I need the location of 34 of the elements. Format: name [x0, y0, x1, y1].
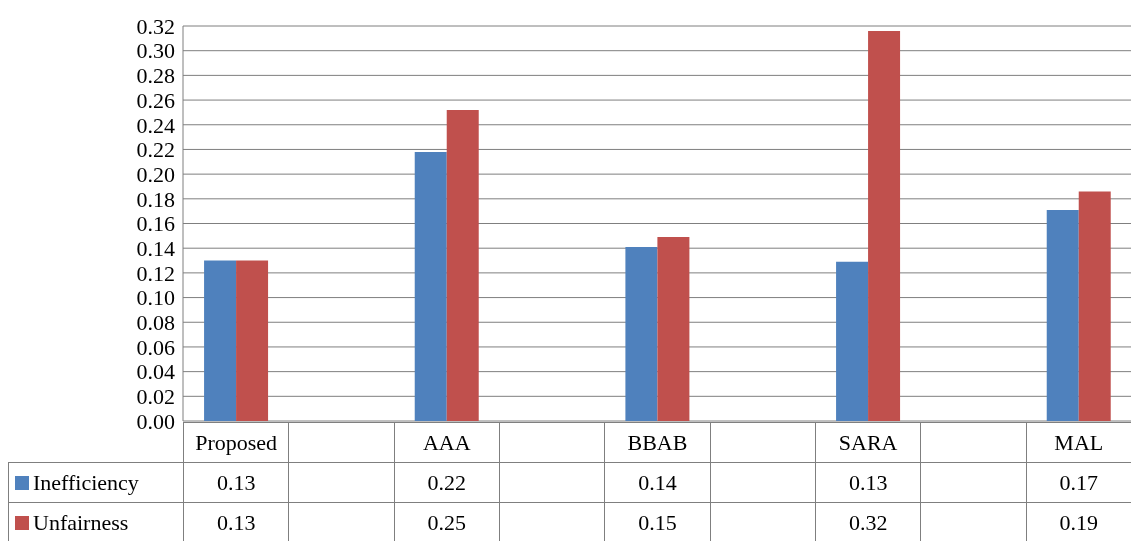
x-tick-label: Proposed: [183, 422, 289, 463]
y-tick-label: 0.24: [136, 112, 175, 138]
x-tick-label: MAL: [1026, 422, 1131, 463]
data-label: 0.22: [394, 462, 500, 503]
data-label: 0.25: [394, 502, 500, 541]
y-tick-label: 0.30: [136, 38, 175, 64]
x-tick-label: SARA: [815, 422, 921, 463]
data-label: 0.32: [815, 502, 921, 541]
y-tick-label: 0.20: [136, 161, 175, 187]
y-tick-label: 0.10: [136, 285, 175, 311]
y-tick-label: 0.04: [136, 359, 175, 385]
y-tick-label: 0.18: [136, 186, 175, 212]
y-tick-label: 0.32: [136, 13, 175, 39]
data-label: 0.15: [604, 502, 711, 541]
data-label: 0.17: [1026, 462, 1131, 503]
data-label: 0.13: [183, 502, 289, 541]
y-tick-label: 0.06: [136, 334, 175, 360]
legend-label: Unfairness: [33, 509, 129, 535]
y-tick-label: 0.26: [136, 87, 175, 113]
y-tick-label: 0.00: [136, 408, 175, 434]
y-tick-label: 0.08: [136, 310, 175, 336]
x-tick-label: AAA: [394, 422, 500, 463]
y-tick-label: 0.12: [136, 260, 175, 286]
data-label: 0.13: [815, 462, 921, 503]
x-tick-label: BBAB: [604, 422, 711, 463]
y-tick-label: 0.14: [136, 236, 175, 261]
y-tick-label: 0.22: [136, 137, 175, 163]
data-label: 0.13: [183, 462, 289, 503]
legend-label: Inefficiency: [33, 469, 139, 495]
data-label: 0.19: [1026, 502, 1131, 541]
data-label: 0.14: [604, 462, 711, 503]
y-tick-label: 0.28: [136, 63, 175, 89]
y-tick-label: 0.02: [136, 384, 175, 410]
y-tick-label: 0.16: [136, 211, 175, 237]
